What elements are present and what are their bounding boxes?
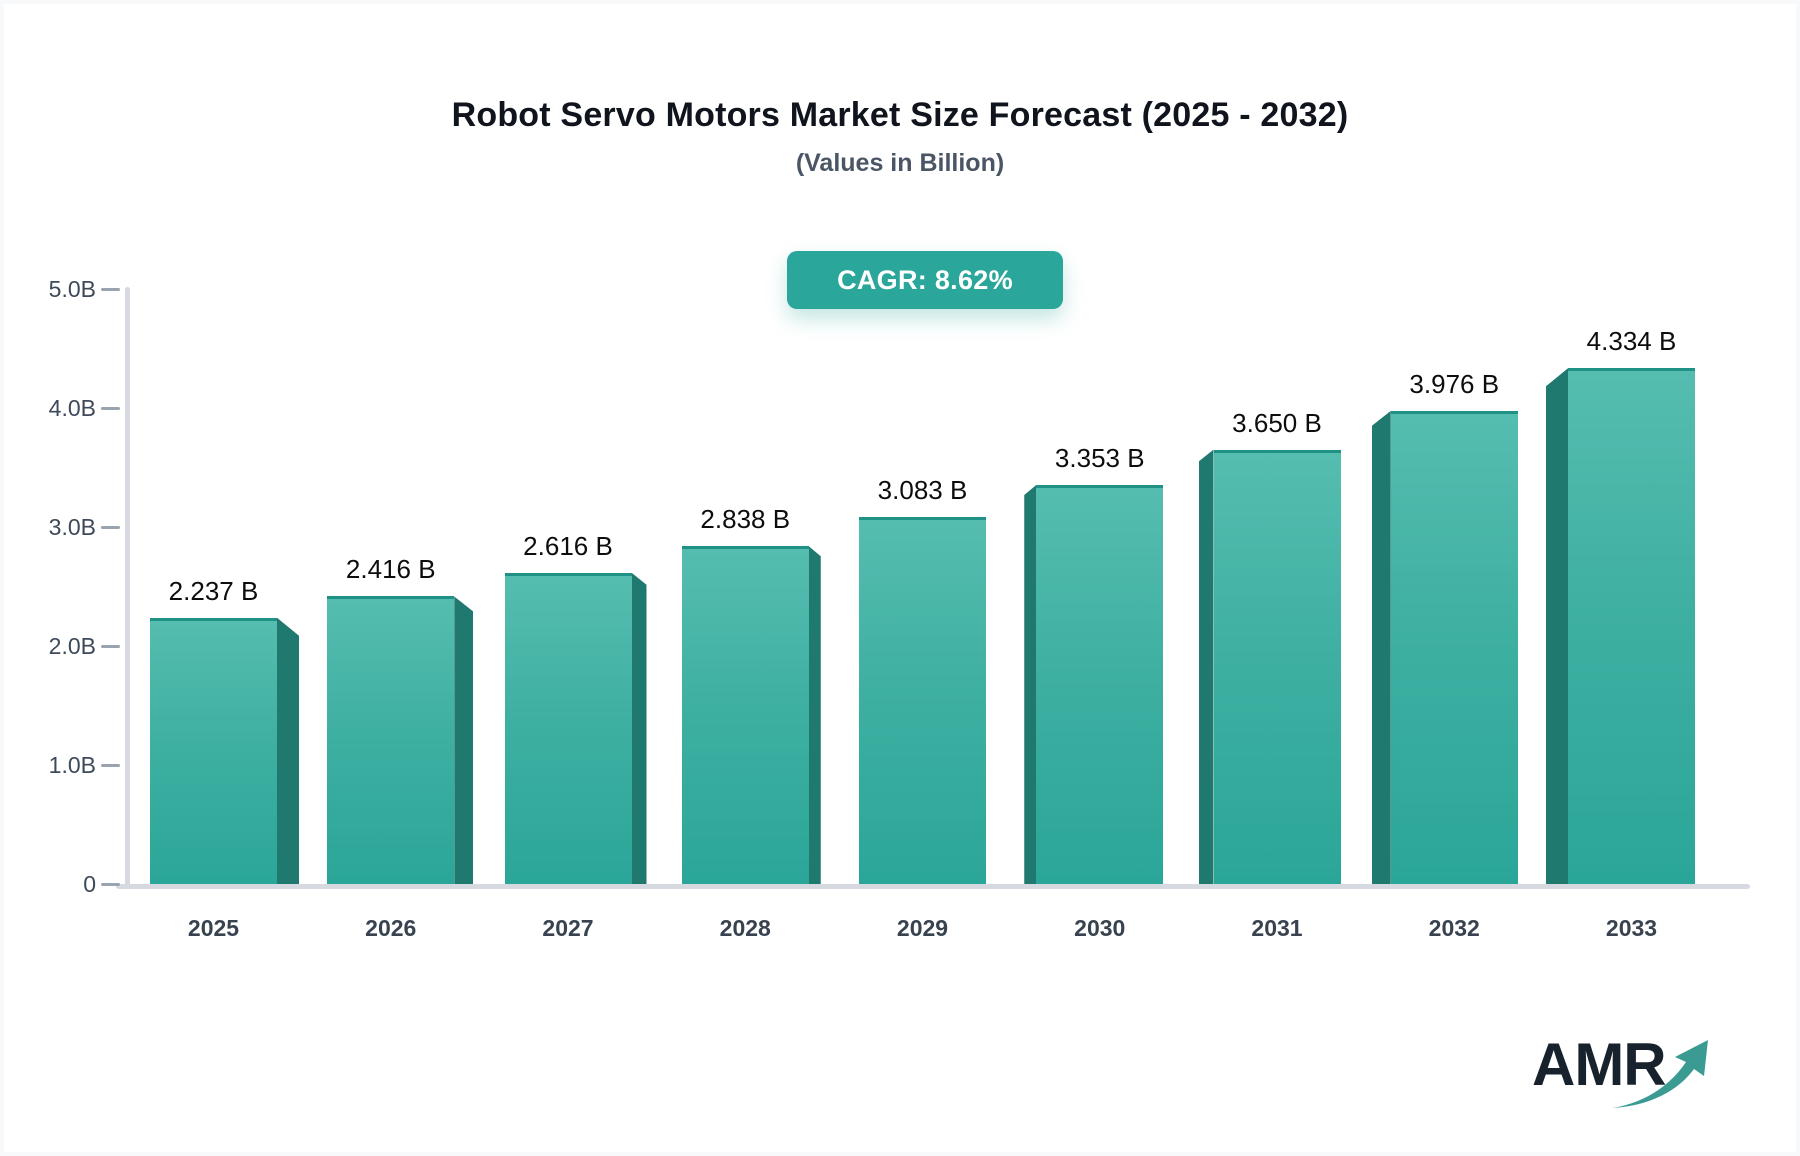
- y-axis-label: 1.0B: [48, 752, 96, 778]
- y-axis-label: 2.0B: [48, 633, 96, 659]
- x-axis-label: 2029: [896, 915, 949, 941]
- bar-value-label: 4.334 B: [1586, 326, 1677, 357]
- amr-logo-text: AMR: [1532, 1031, 1667, 1098]
- bar-side-face: [1371, 410, 1391, 884]
- bar-2033: [1568, 368, 1695, 884]
- amr-logo: AMR: [1532, 1030, 1732, 1120]
- bar-value-label: 3.353 B: [1054, 442, 1145, 473]
- y-axis-tick: [101, 407, 120, 410]
- x-axis-label: 2031: [1251, 915, 1303, 941]
- bar-side-face: [631, 572, 647, 884]
- bar-value-label: 3.650 B: [1232, 407, 1322, 438]
- bar-2032: [1390, 410, 1518, 884]
- chart-title: Robot Servo Motors Market Size Forecast …: [451, 96, 1349, 134]
- bar-2026: [327, 596, 455, 884]
- x-axis-label: 2025: [187, 915, 240, 941]
- bar-2027: [504, 572, 632, 884]
- bar-side-face: [1198, 449, 1214, 884]
- bar-value-label: 3.976 B: [1409, 368, 1500, 399]
- y-axis-label: 3.0B: [48, 514, 96, 540]
- y-axis-label: 4.0B: [48, 395, 96, 421]
- bar-value-label: 2.416 B: [345, 554, 436, 585]
- x-axis-label: 2032: [1428, 915, 1480, 941]
- x-axis-label: 2027: [542, 915, 594, 941]
- bar-value-label: 3.083 B: [877, 475, 968, 506]
- y-axis-label: 5.0B: [48, 276, 96, 302]
- bar-2031: [1213, 449, 1341, 884]
- growth-arrow-icon: [1612, 1040, 1708, 1108]
- bar-2029: [859, 517, 986, 884]
- cagr-badge: CAGR: 8.62%: [787, 251, 1063, 309]
- y-axis-tick: [101, 645, 120, 648]
- bar-side-face: [808, 546, 821, 884]
- bar-side-face: [454, 596, 474, 884]
- bar-value-label: 2.616 B: [523, 530, 613, 561]
- bar-side-face: [1546, 368, 1568, 884]
- y-axis-label: 0: [83, 871, 96, 897]
- x-axis-line: [116, 884, 1750, 889]
- bar-value-label: 2.838 B: [700, 504, 791, 535]
- y-axis-tick: [101, 764, 120, 767]
- bar-2028: [681, 546, 809, 884]
- y-axis-tick: [101, 883, 120, 886]
- x-axis-label: 2028: [719, 915, 771, 941]
- bar-side-face: [1024, 484, 1037, 884]
- chart-subtitle: (Values in Billion): [795, 149, 1005, 177]
- y-axis-tick: [101, 526, 120, 529]
- y-axis-line: [125, 287, 130, 888]
- bar-2030: [1036, 484, 1164, 884]
- bar-2025: [150, 617, 277, 884]
- bar-value-label: 2.237 B: [168, 575, 259, 606]
- x-axis-label: 2033: [1605, 915, 1658, 941]
- x-axis-label: 2030: [1074, 915, 1126, 941]
- y-axis-tick: [101, 288, 120, 291]
- bar-side-face: [277, 617, 299, 884]
- x-axis-label: 2026: [365, 915, 417, 941]
